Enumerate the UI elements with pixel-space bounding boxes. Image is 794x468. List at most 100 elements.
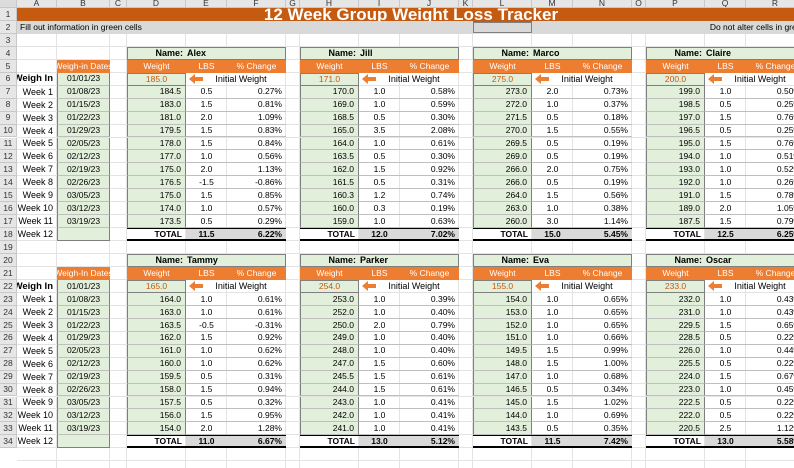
top-date-cell[interactable]: 03/05/23 bbox=[57, 189, 110, 203]
start-weight-cell[interactable]: 171.0 bbox=[300, 72, 359, 86]
weekly-weight-cell[interactable]: 273.0 bbox=[473, 85, 532, 99]
title-banner[interactable]: 12 Week Group Weight Loss Tracker bbox=[17, 8, 794, 22]
weekly-weight-cell[interactable]: 263.0 bbox=[473, 202, 532, 216]
column-header-r[interactable]: R bbox=[746, 0, 794, 8]
weekly-weight-cell[interactable]: 146.5 bbox=[473, 383, 532, 397]
weekly-weight-cell[interactable]: 272.0 bbox=[473, 98, 532, 112]
row-header-34[interactable]: 34 bbox=[0, 435, 17, 449]
weekly-weight-cell[interactable]: 162.0 bbox=[127, 331, 186, 345]
bottom-date-cell[interactable]: 01/01/23 bbox=[57, 279, 110, 293]
weekly-weight-cell[interactable]: 241.0 bbox=[300, 422, 359, 436]
weekly-weight-cell[interactable]: 198.5 bbox=[646, 98, 705, 112]
column-header-k[interactable]: K bbox=[459, 0, 473, 8]
weekly-weight-cell[interactable]: 252.0 bbox=[300, 305, 359, 319]
weekly-weight-cell[interactable]: 225.5 bbox=[646, 357, 705, 371]
row-header-25[interactable]: 25 bbox=[0, 318, 17, 332]
row-header-21[interactable]: 21 bbox=[0, 267, 17, 280]
weekly-weight-cell[interactable]: 232.0 bbox=[646, 292, 705, 306]
weekly-weight-cell[interactable]: 248.0 bbox=[300, 344, 359, 358]
weekly-weight-cell[interactable]: 151.0 bbox=[473, 331, 532, 345]
weekly-weight-cell[interactable]: 224.0 bbox=[646, 370, 705, 384]
weekly-weight-cell[interactable]: 199.0 bbox=[646, 85, 705, 99]
person-eva-name-box[interactable]: Name: Eva bbox=[473, 254, 632, 267]
row-header-13[interactable]: 13 bbox=[0, 163, 17, 177]
weekly-weight-cell[interactable]: 175.0 bbox=[127, 189, 186, 203]
top-date-cell[interactable]: 02/12/23 bbox=[57, 150, 110, 164]
row-header-15[interactable]: 15 bbox=[0, 189, 17, 203]
row-header-6[interactable]: 6 bbox=[0, 72, 17, 86]
weekly-weight-cell[interactable]: 148.0 bbox=[473, 357, 532, 371]
row-header-30[interactable]: 30 bbox=[0, 383, 17, 397]
bottom-date-cell[interactable]: 03/05/23 bbox=[57, 396, 110, 410]
weekly-weight-cell[interactable]: 168.5 bbox=[300, 111, 359, 125]
row-header-24[interactable]: 24 bbox=[0, 305, 17, 319]
weekly-weight-cell[interactable]: 159.5 bbox=[127, 370, 186, 384]
weekly-weight-cell[interactable]: 243.0 bbox=[300, 396, 359, 410]
start-weight-cell[interactable]: 275.0 bbox=[473, 72, 532, 86]
weekly-weight-cell[interactable]: 161.5 bbox=[300, 176, 359, 190]
weekly-weight-cell[interactable]: 269.5 bbox=[473, 137, 532, 151]
weekly-weight-cell[interactable]: 269.0 bbox=[473, 150, 532, 164]
top-date-cell[interactable]: 02/05/23 bbox=[57, 137, 110, 151]
row-header-14[interactable]: 14 bbox=[0, 176, 17, 190]
weekly-weight-cell[interactable]: 226.0 bbox=[646, 344, 705, 358]
weekly-weight-cell[interactable]: 175.0 bbox=[127, 163, 186, 177]
weekly-weight-cell[interactable]: 159.0 bbox=[300, 215, 359, 229]
row-header-17[interactable]: 17 bbox=[0, 215, 17, 229]
column-header-f[interactable]: F bbox=[227, 0, 286, 8]
fill-green-note[interactable]: Fill out information in green cells bbox=[17, 20, 473, 34]
row-header-31[interactable]: 31 bbox=[0, 396, 17, 410]
row-header-10[interactable]: 10 bbox=[0, 124, 17, 138]
weekly-weight-cell[interactable]: 144.0 bbox=[473, 409, 532, 423]
weekly-weight-cell[interactable]: 152.0 bbox=[473, 318, 532, 332]
row-header-29[interactable]: 29 bbox=[0, 370, 17, 384]
weekly-weight-cell[interactable]: 266.0 bbox=[473, 163, 532, 177]
row-header-4[interactable]: 4 bbox=[0, 46, 17, 60]
weekly-weight-cell[interactable]: 247.0 bbox=[300, 357, 359, 371]
weekly-weight-cell[interactable]: 271.5 bbox=[473, 111, 532, 125]
weekly-weight-cell[interactable]: 189.0 bbox=[646, 202, 705, 216]
weekly-weight-cell[interactable]: 157.5 bbox=[127, 396, 186, 410]
weekly-weight-cell[interactable]: 196.5 bbox=[646, 124, 705, 138]
column-header-b[interactable]: B bbox=[57, 0, 110, 8]
weekly-weight-cell[interactable]: 174.0 bbox=[127, 202, 186, 216]
start-weight-cell[interactable]: 254.0 bbox=[300, 279, 359, 293]
weekly-weight-cell[interactable]: 158.0 bbox=[127, 383, 186, 397]
weekly-weight-cell[interactable]: 223.0 bbox=[646, 383, 705, 397]
row-header-11[interactable]: 11 bbox=[0, 137, 17, 151]
weekly-weight-cell[interactable]: 163.5 bbox=[300, 150, 359, 164]
weekly-weight-cell[interactable]: 145.0 bbox=[473, 396, 532, 410]
weekly-weight-cell[interactable]: 173.5 bbox=[127, 215, 186, 229]
weekly-weight-cell[interactable]: 160.0 bbox=[127, 357, 186, 371]
weekly-weight-cell[interactable]: 181.0 bbox=[127, 111, 186, 125]
weekly-weight-cell[interactable]: 245.5 bbox=[300, 370, 359, 384]
row-header-7[interactable]: 7 bbox=[0, 85, 17, 99]
row-header-18[interactable]: 18 bbox=[0, 228, 17, 242]
weekly-weight-cell[interactable]: 191.0 bbox=[646, 189, 705, 203]
weekly-weight-cell[interactable]: 154.0 bbox=[127, 422, 186, 436]
row-header-20[interactable]: 20 bbox=[0, 254, 17, 267]
person-parker-name-box[interactable]: Name: Parker bbox=[300, 254, 459, 267]
weekly-weight-cell[interactable]: 178.0 bbox=[127, 137, 186, 151]
column-header-o[interactable]: O bbox=[632, 0, 646, 8]
top-date-cell[interactable]: 01/22/23 bbox=[57, 111, 110, 125]
bottom-date-cell[interactable]: 01/08/23 bbox=[57, 292, 110, 306]
top-date-cell[interactable]: 03/19/23 bbox=[57, 215, 110, 229]
top-date-cell[interactable]: 01/08/23 bbox=[57, 85, 110, 99]
person-alex-name-box[interactable]: Name: Alex bbox=[127, 46, 286, 60]
weekly-weight-cell[interactable]: 153.0 bbox=[473, 305, 532, 319]
column-header-j[interactable]: J bbox=[400, 0, 459, 8]
column-header-l[interactable]: L bbox=[473, 0, 532, 8]
row-header-9[interactable]: 9 bbox=[0, 111, 17, 125]
weekly-weight-cell[interactable]: 176.5 bbox=[127, 176, 186, 190]
row-header-27[interactable]: 27 bbox=[0, 344, 17, 358]
row-header-2[interactable]: 2 bbox=[0, 20, 17, 34]
weekly-weight-cell[interactable]: 162.0 bbox=[300, 163, 359, 177]
row-header-22[interactable]: 22 bbox=[0, 279, 17, 293]
row-header-1[interactable]: 1 bbox=[0, 8, 17, 21]
weekly-weight-cell[interactable]: 163.0 bbox=[127, 305, 186, 319]
column-header-h[interactable]: H bbox=[300, 0, 359, 8]
weekly-weight-cell[interactable]: 244.0 bbox=[300, 383, 359, 397]
start-weight-cell[interactable]: 155.0 bbox=[473, 279, 532, 293]
bottom-date-cell[interactable]: 03/12/23 bbox=[57, 409, 110, 423]
